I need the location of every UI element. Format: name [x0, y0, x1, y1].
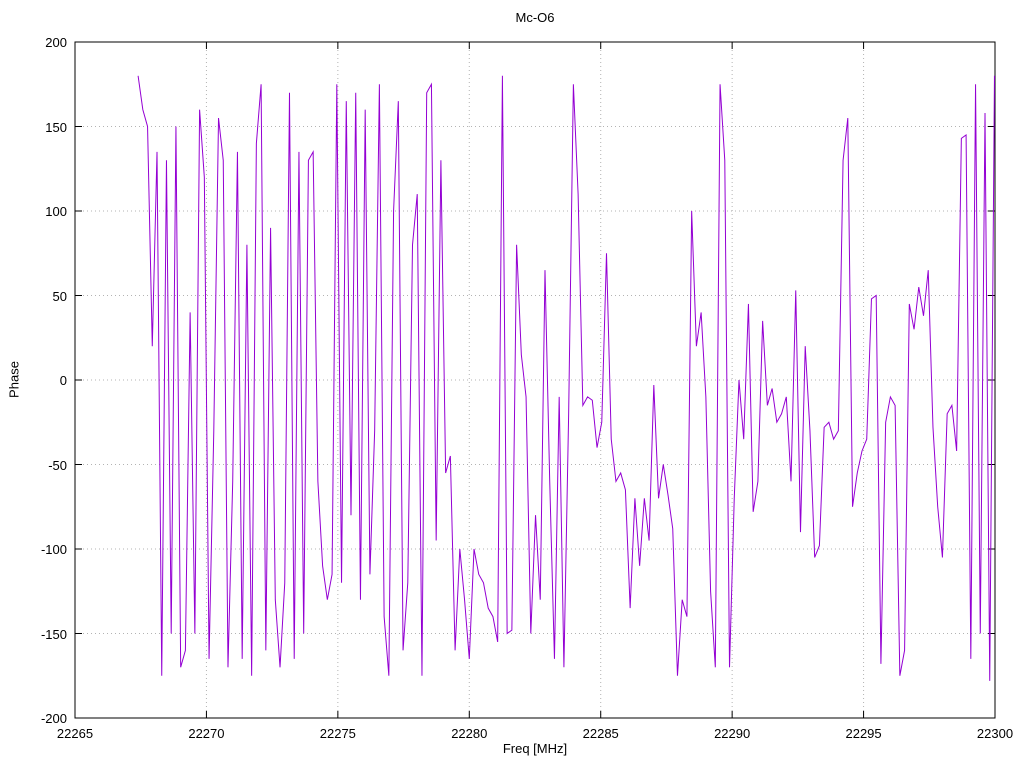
- x-tick-label: 22300: [976, 726, 1014, 741]
- x-tick-label: 22280: [451, 726, 488, 741]
- y-tick-label: 100: [45, 204, 67, 219]
- y-tick-label: -150: [40, 626, 67, 642]
- phase-line-series: [137, 75, 995, 681]
- x-tick-label: 22295: [845, 726, 882, 741]
- y-tick-label: 50: [52, 288, 67, 304]
- y-tick-label: 0: [59, 373, 67, 388]
- x-tick-label: 22285: [582, 726, 619, 741]
- x-tick-label: 22265: [56, 726, 94, 741]
- x-tick-label: 22290: [714, 726, 751, 741]
- y-tick-label: -100: [40, 542, 67, 557]
- chart-title: Mc-O6: [515, 10, 555, 25]
- y-tick-label: -200: [40, 711, 67, 726]
- y-tick-label: 200: [45, 35, 67, 50]
- x-tick-label: 22275: [319, 726, 356, 741]
- y-tick-label: -50: [48, 457, 67, 473]
- y-tick-label: 150: [45, 119, 67, 135]
- x-axis-label: Freq [MHz]: [502, 741, 568, 756]
- x-tick-label: 22270: [188, 726, 225, 741]
